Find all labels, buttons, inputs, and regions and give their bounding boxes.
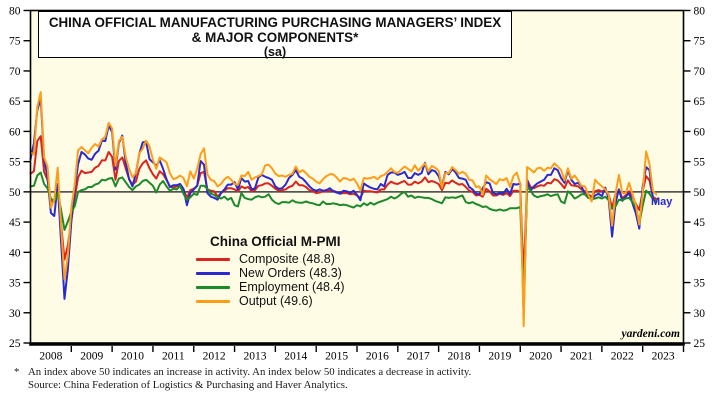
x-year-label: 2021: [570, 351, 593, 363]
y-tick-label-right: 75: [694, 36, 706, 48]
x-year-label: 2010: [121, 351, 144, 363]
y-tick-label-left: 60: [9, 126, 21, 138]
y-tick-label-right: 80: [694, 6, 706, 18]
x-year-label: 2017: [407, 351, 430, 363]
legend-item-composite: Composite (48.8): [196, 252, 345, 266]
y-tick-label-left: 30: [9, 308, 21, 320]
y-tick-label-left: 75: [9, 36, 21, 48]
y-tick-label-right: 40: [694, 247, 706, 259]
y-tick-label-right: 45: [694, 217, 706, 229]
y-tick-label-left: 70: [9, 66, 21, 78]
legend-label: Employment (48.4): [239, 280, 345, 294]
watermark: yardeni.com: [621, 328, 680, 340]
series-line-new-orders: [29, 97, 658, 318]
x-year-label: 2013: [243, 351, 266, 363]
y-tick-label-left: 45: [9, 217, 21, 229]
x-year-label: 2023: [652, 351, 675, 363]
x-year-label: 2014: [284, 351, 307, 363]
x-year-label: 2015: [325, 351, 348, 363]
legend-swatch-icon: [196, 271, 230, 275]
y-tick-label-left: 65: [9, 96, 21, 108]
series-line-output: [29, 91, 658, 328]
legend-swatch-icon: [196, 285, 230, 289]
chart-title-line1: CHINA OFFICIAL MANUFACTURING PURCHASING …: [48, 15, 502, 30]
chart-title-box: CHINA OFFICIAL MANUFACTURING PURCHASING …: [38, 11, 512, 59]
legend-header: China Official M-PMI: [210, 234, 341, 249]
x-year-label: 2016: [366, 351, 389, 363]
y-tick-label-right: 50: [694, 187, 706, 199]
y-tick-label-right: 65: [694, 96, 706, 108]
y-tick-label-right: 70: [694, 66, 706, 78]
y-tick-label-left: 35: [9, 278, 21, 290]
x-year-label: 2012: [203, 351, 226, 363]
chart-title-line2: & MAJOR COMPONENTS*: [191, 30, 359, 45]
x-year-label: 2011: [162, 351, 185, 363]
x-year-label: 2022: [611, 351, 634, 363]
legend-label: Output (49.6): [239, 294, 313, 308]
footnote-marker: *: [14, 366, 20, 378]
y-tick-label-left: 55: [9, 157, 21, 169]
x-year-label: 2018: [448, 351, 471, 363]
footnote-text: An index above 50 indicates an increase …: [28, 366, 472, 378]
source-text: Source: China Federation of Logistics & …: [28, 378, 348, 391]
y-tick-label-right: 35: [694, 278, 706, 290]
footnote-definition: * An index above 50 indicates an increas…: [14, 366, 704, 379]
legend-swatch-icon: [196, 299, 230, 303]
legend: China Official M-PMI Composite (48.8) New…: [196, 234, 345, 308]
legend-label: Composite (48.8): [239, 252, 335, 266]
footnotes: * An index above 50 indicates an increas…: [14, 366, 704, 391]
y-tick-label-left: 50: [9, 187, 21, 199]
series-line-composite: [29, 135, 658, 280]
footnote-source: Source: China Federation of Logistics & …: [14, 379, 704, 392]
legend-label: New Orders (48.3): [239, 266, 342, 280]
x-year-label: 2008: [39, 351, 62, 363]
x-year-label: 2009: [80, 351, 103, 363]
x-year-label: 2019: [488, 351, 511, 363]
x-year-label: 2020: [529, 351, 552, 363]
y-tick-label-right: 60: [694, 126, 706, 138]
y-tick-label-right: 25: [694, 338, 706, 350]
y-tick-label-left: 25: [9, 338, 21, 350]
legend-item-new-orders: New Orders (48.3): [196, 266, 345, 280]
series-line-employment: [29, 171, 658, 303]
chart-title-sa: (sa): [263, 45, 287, 59]
legend-item-employment: Employment (48.4): [196, 280, 345, 294]
legend-item-output: Output (49.6): [196, 294, 345, 308]
latest-month-annotation: May: [651, 196, 673, 208]
legend-swatch-icon: [196, 257, 230, 261]
y-tick-label-left: 40: [9, 247, 21, 259]
y-tick-label-right: 55: [694, 157, 706, 169]
y-tick-label-right: 30: [694, 308, 706, 320]
y-tick-label-left: 80: [9, 6, 21, 18]
